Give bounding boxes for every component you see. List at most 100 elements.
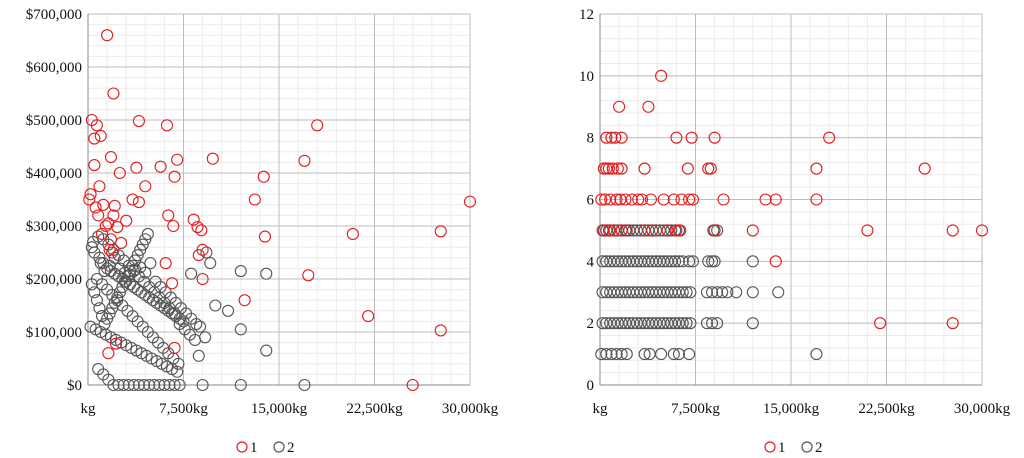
legend-marker <box>273 441 285 453</box>
data-point <box>209 299 222 312</box>
data-point <box>113 166 126 180</box>
data-point <box>711 286 724 299</box>
data-point <box>676 255 689 268</box>
scatter-chart-price: $0 $100,000 $200,000 $300,000 $400,000 $500,0… <box>26 7 499 456</box>
data-point <box>101 29 114 42</box>
data-point <box>810 193 823 206</box>
data-point <box>610 193 623 206</box>
data-point <box>611 162 624 175</box>
data-point <box>154 160 167 173</box>
x-tick-label: 22,500kg <box>346 401 403 417</box>
data-point <box>192 349 205 362</box>
data-point <box>711 317 724 330</box>
data-point <box>194 320 207 333</box>
data-point <box>625 193 638 206</box>
data-point <box>206 152 219 165</box>
data-point <box>311 119 324 132</box>
data-point <box>117 378 130 392</box>
data-point <box>642 100 655 113</box>
data-point <box>638 162 651 175</box>
data-point <box>167 219 180 233</box>
data-point <box>302 269 315 282</box>
y-tick-label: $200,000 <box>26 272 82 288</box>
data-point <box>153 378 166 392</box>
data-point <box>746 255 759 268</box>
data-point <box>85 241 98 254</box>
data-point <box>187 213 200 226</box>
data-point <box>638 348 651 361</box>
data-point <box>234 378 247 392</box>
data-point <box>143 378 156 392</box>
grid <box>599 13 983 386</box>
data-point <box>609 131 622 144</box>
data-point <box>172 357 185 370</box>
data-point <box>107 87 120 100</box>
x-tick-label: kg <box>81 401 97 417</box>
data-point <box>191 221 204 234</box>
data-point <box>684 317 697 330</box>
data-point <box>615 348 628 361</box>
data-point <box>716 286 729 299</box>
y-tick-label: $500,000 <box>26 113 82 129</box>
data-point <box>602 162 615 175</box>
legend-marker <box>236 441 248 453</box>
x-tick-label: 22,500kg <box>858 401 915 417</box>
data-point <box>248 193 261 206</box>
data-point <box>657 193 670 206</box>
data-point <box>298 154 311 167</box>
y-tick-label: 12 <box>579 7 594 23</box>
data-point <box>670 131 683 144</box>
data-point <box>190 317 203 331</box>
data-point <box>810 162 823 175</box>
data-point <box>83 193 96 206</box>
data-point <box>162 209 175 222</box>
data-point <box>702 162 715 175</box>
data-point <box>615 162 628 175</box>
data-point <box>604 193 617 206</box>
data-point <box>148 378 161 392</box>
data-point <box>103 307 116 320</box>
data-point <box>665 224 678 237</box>
data-point <box>683 348 696 361</box>
data-point <box>132 378 145 392</box>
data-point <box>109 337 123 350</box>
series-1 <box>595 69 989 330</box>
legend-label: 2 <box>287 440 295 456</box>
data-point <box>131 249 144 262</box>
data-point <box>126 259 139 272</box>
data-point <box>165 277 179 290</box>
series-2 <box>84 227 311 392</box>
data-point <box>676 286 689 299</box>
data-point <box>635 193 649 206</box>
data-point <box>121 270 134 283</box>
data-point <box>97 198 110 211</box>
data-point <box>746 286 759 299</box>
data-point <box>158 378 171 392</box>
data-point <box>680 286 693 299</box>
data-point <box>168 378 181 392</box>
data-point <box>139 180 152 193</box>
data-point <box>632 193 645 206</box>
series-2 <box>595 224 823 361</box>
data-point <box>163 378 176 392</box>
data-point <box>683 255 696 268</box>
data-point <box>670 224 683 237</box>
data-point <box>680 317 693 330</box>
data-point <box>89 201 102 214</box>
data-point <box>708 255 721 268</box>
data-point <box>683 193 696 206</box>
data-point <box>204 257 217 270</box>
data-point <box>706 286 719 299</box>
data-point <box>111 221 124 234</box>
data-point <box>595 193 608 206</box>
data-point <box>195 224 208 237</box>
data-point <box>602 224 615 237</box>
data-point <box>595 348 608 361</box>
data-point <box>94 257 107 270</box>
data-point <box>706 317 719 330</box>
data-point <box>173 378 186 392</box>
data-point <box>702 255 715 268</box>
data-point <box>103 243 116 256</box>
